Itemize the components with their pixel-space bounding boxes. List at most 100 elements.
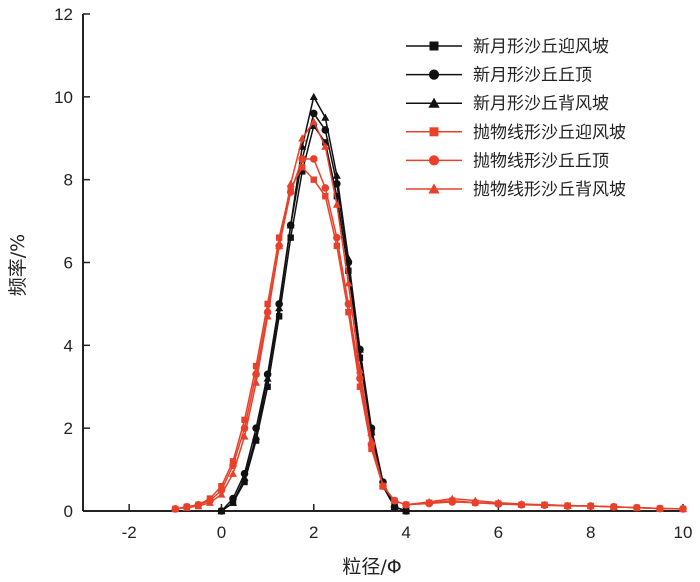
data-point [655,504,664,512]
y-tick-label: 10 [54,88,73,107]
data-point [299,168,306,175]
data-point [194,502,203,510]
data-point [252,437,260,444]
data-point [287,234,294,241]
data-point [356,383,364,390]
data-point [218,482,225,490]
legend-label: 新月形沙丘背风坡 [473,94,609,114]
data-point [309,117,318,125]
legend-marker [429,41,439,51]
x-tick-label: -2 [122,523,137,542]
data-point [609,502,618,511]
x-tick-label: 2 [309,523,318,542]
data-point [217,490,226,498]
legend-entry: 新月形沙丘背风坡 [406,94,609,114]
data-point [333,242,341,250]
legend-label: 新月形沙丘丘顶 [473,66,592,86]
x-tick-label: 8 [586,523,595,542]
legend-entry: 抛物线形沙丘背风坡 [406,180,626,200]
y-tick-label: 0 [64,502,73,521]
data-point [344,279,353,287]
data-point [275,304,284,312]
legend-marker [428,69,440,80]
legend-entry: 新月形沙丘迎风坡 [406,37,609,57]
data-point [205,498,214,506]
legend-label: 新月形沙丘迎风坡 [473,37,609,57]
data-point [356,374,364,383]
data-point [322,193,329,200]
data-point [379,482,387,490]
x-axis-title: 粒径/Φ [342,556,401,578]
y-tick-label: 12 [54,5,73,24]
data-point [356,354,364,361]
data-point [333,180,341,188]
x-tick-label: 10 [674,523,693,542]
legend-marker [428,183,440,194]
data-point [310,176,317,183]
series-layer [171,92,687,515]
legend-label: 抛物线形沙丘背风坡 [473,180,626,200]
y-tick-label: 6 [64,254,73,273]
legend-entry: 抛物线形沙丘丘顶 [406,151,609,171]
series-line [220,111,407,512]
data-point [309,109,318,118]
data-point [448,494,457,502]
data-point [368,445,375,453]
data-point [333,233,341,242]
y-tick-label: 2 [64,419,73,438]
legend-marker [428,97,440,108]
legend-marker [428,155,440,166]
data-point [264,383,271,390]
data-point [263,312,272,320]
legend-entry: 抛物线形沙丘迎风坡 [406,123,626,143]
x-tick-label: 4 [401,523,410,542]
data-point [182,503,191,511]
y-tick-label: 4 [64,336,73,355]
legend-entry: 新月形沙丘丘顶 [406,66,592,86]
data-point [402,500,411,508]
data-point [309,92,318,101]
legend: 新月形沙丘迎风坡新月形沙丘丘顶新月形沙丘背风坡抛物线形沙丘迎风坡抛物线形沙丘丘顶… [406,37,626,200]
data-point [263,374,272,382]
data-point [240,473,249,482]
legend-label: 抛物线形沙丘丘顶 [473,151,609,171]
y-axis-title: 频率/% [7,234,29,296]
data-point [367,436,376,444]
data-point [264,300,271,308]
legend-marker [429,127,439,137]
x-tick-label: 6 [494,523,503,542]
data-point [494,498,503,506]
data-point [390,502,399,511]
data-point [275,313,283,320]
data-point [229,458,237,465]
data-point [321,113,330,121]
data-point [390,496,399,504]
data-point [275,241,284,250]
data-point [517,499,526,508]
y-tick-label: 8 [64,171,73,190]
data-point [309,155,318,163]
data-point [241,478,248,486]
data-point [287,184,294,192]
series-2 [217,109,410,515]
data-point [679,504,687,513]
data-point [321,142,330,150]
data-point [632,503,641,511]
data-point [332,200,341,208]
data-point [252,432,261,440]
data-point [275,234,283,241]
x-tick-label: 0 [217,523,226,542]
data-point [345,309,352,316]
axes: 0 2 4 6 8 10 12 -2 0 2 4 6 8 10 [54,5,692,542]
data-point [286,221,295,229]
data-point [229,469,237,477]
data-point [540,500,549,508]
data-point [229,494,237,503]
data-point [252,378,261,386]
data-point [286,179,295,188]
data-point [310,122,317,130]
data-point [563,501,572,509]
data-point [322,139,329,146]
data-point [332,171,341,179]
